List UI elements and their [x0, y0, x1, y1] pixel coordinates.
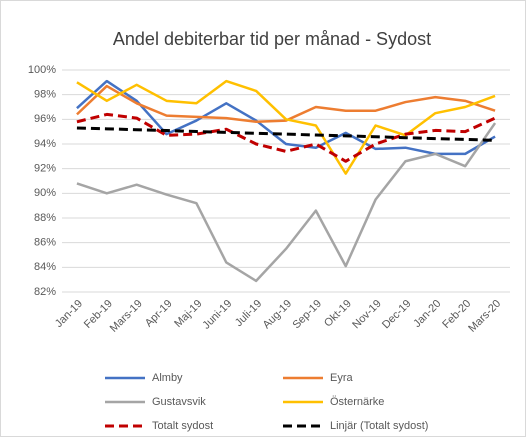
- series-line: [76, 122, 497, 283]
- legend-label: Östernärke: [330, 396, 384, 408]
- legend-label: Almby: [152, 372, 183, 384]
- y-tick-label: 94%: [34, 138, 56, 150]
- legend-label: Eyra: [330, 372, 354, 384]
- y-tick-label: 86%: [34, 237, 56, 249]
- y-tick-label: 82%: [34, 286, 56, 298]
- series-line: [76, 79, 496, 156]
- series-line: [76, 79, 496, 175]
- series-line: [76, 112, 496, 163]
- legend-label: Totalt sydost: [152, 420, 213, 432]
- y-tick-label: 100%: [28, 64, 56, 76]
- y-tick-label: 90%: [34, 187, 56, 199]
- chart-title: Andel debiterbar tid per månad - Sydost: [113, 29, 431, 49]
- y-tick-label: 96%: [34, 113, 56, 125]
- y-tick-label: 84%: [34, 261, 56, 273]
- y-tick-label: 98%: [34, 89, 56, 101]
- y-tick-label: 88%: [34, 212, 56, 224]
- legend-label: Gustavsvik: [152, 396, 206, 408]
- y-tick-label: 92%: [34, 163, 56, 175]
- legend-label: Linjär (Totalt sydost): [330, 420, 428, 432]
